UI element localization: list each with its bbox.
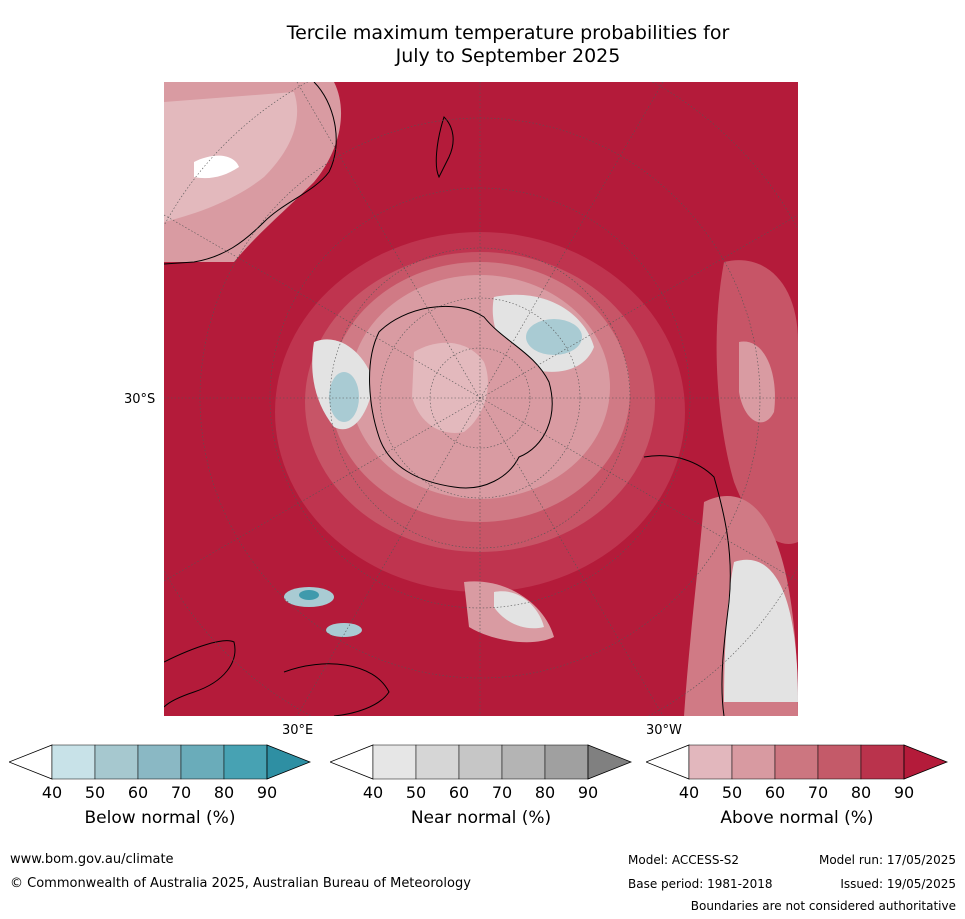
footer-model-run: Model run: 17/05/2025 [818,853,956,867]
colorbar-above-tick-70: 70 [807,783,829,802]
east-blue [526,319,582,355]
colorbar-above [646,744,948,780]
west-blue [329,372,359,422]
australia-white [194,155,239,179]
colorbar-below-tick-70: 70 [170,783,192,802]
colorbar-above-segment-3 [817,744,862,780]
colorbar-near-tick-90: 90 [577,783,599,802]
colorbar-above-segment-2 [774,744,819,780]
title-line-2: July to September 2025 [395,45,621,67]
colorbar-above-tick-40: 40 [678,783,700,802]
colorbar-below-extend-low [9,744,53,780]
colorbar-near-tick-80: 80 [534,783,556,802]
footer-url[interactable]: www.bom.gov.au/climate [10,852,174,867]
map-title: Tercile maximum temperature probabilitie… [158,22,858,68]
colorbar-below-segment-2 [137,744,182,780]
colorbar-near-tick-60: 60 [448,783,470,802]
footer-copyright: © Commonwealth of Australia 2025, Austra… [10,876,471,891]
colorbar-near [330,744,632,780]
below-patch-2 [326,623,362,637]
madagascar-coast [283,663,390,716]
colorbar-above-extend-low [646,744,690,780]
colorbar-near-label: Near normal (%) [410,808,552,828]
colorbar-below-extend-high [266,744,311,780]
latitude-label: 30°S [124,392,156,407]
colorbar-above-graphic [646,744,948,780]
colorbar-above-extend-high [903,744,948,780]
colorbar-near-segment-2 [458,744,503,780]
meridian-60 [164,214,798,582]
atlantic-inner [739,341,775,423]
footer-issued: Issued: 19/05/2025 [840,877,956,891]
longitude-label-east: 30°E [282,723,314,738]
colorbar-above-segment-0 [688,744,733,780]
colorbar-near-tick-50: 50 [405,783,427,802]
colorbar-near-tick-40: 40 [362,783,384,802]
meridian-150 [296,82,664,716]
meridian-120 [164,214,798,582]
colorbar-below-segment-3 [180,744,225,780]
colorbar-above-tick-80: 80 [850,783,872,802]
colorbar-near-segment-0 [372,744,417,780]
colorbar-below [9,744,311,780]
colorbar-below-tick-40: 40 [41,783,63,802]
colorbar-near-segment-4 [544,744,589,780]
graticule-ring-2 [379,297,581,499]
colorbar-below-segment-1 [94,744,139,780]
colorbar-below-graphic [9,744,311,780]
colorbar-near-extend-high [587,744,632,780]
colorbar-near-segment-1 [415,744,460,780]
colorbar-above-segment-1 [731,744,776,780]
africa-coast [164,640,236,708]
colorbar-above-tick-90: 90 [893,783,915,802]
below-patch-1-core [299,590,319,600]
footer-model: Model: ACCESS-S2 [628,853,740,867]
antarctica-inner [412,342,488,433]
footer-disclaimer: Boundaries are not considered authoritat… [690,899,956,913]
title-line-1: Tercile maximum temperature probabilitie… [286,22,730,44]
meridian-30 [296,82,664,716]
colorbar-below-label: Below normal (%) [84,808,236,828]
south-near-patch [494,591,544,629]
colorbar-above-segment-4 [860,744,905,780]
colorbar-below-tick-60: 60 [127,783,149,802]
footer-base-period: Base period: 1981-2018 [628,877,773,891]
probability-map [164,82,798,716]
colorbar-below-segment-0 [51,744,96,780]
new-zealand [435,116,454,179]
south-america-coast [643,455,731,716]
colorbar-below-tick-50: 50 [84,783,106,802]
colorbar-above-tick-60: 60 [764,783,786,802]
australia-coast [164,82,337,265]
graticule [164,82,798,716]
colorbar-above-label: Above normal (%) [720,808,874,828]
colorbar-below-segment-4 [223,744,268,780]
colorbar-near-graphic [330,744,632,780]
map-graphic [164,82,798,716]
colorbar-near-extend-low [330,744,374,780]
colorbar-near-segment-3 [501,744,546,780]
longitude-label-west: 30°W [646,723,682,738]
south-america-near [724,559,798,702]
colorbar-near-tick-70: 70 [491,783,513,802]
colorbar-above-tick-50: 50 [721,783,743,802]
australia-inner [164,92,298,222]
colorbar-below-tick-90: 90 [256,783,278,802]
colorbar-below-tick-80: 80 [213,783,235,802]
